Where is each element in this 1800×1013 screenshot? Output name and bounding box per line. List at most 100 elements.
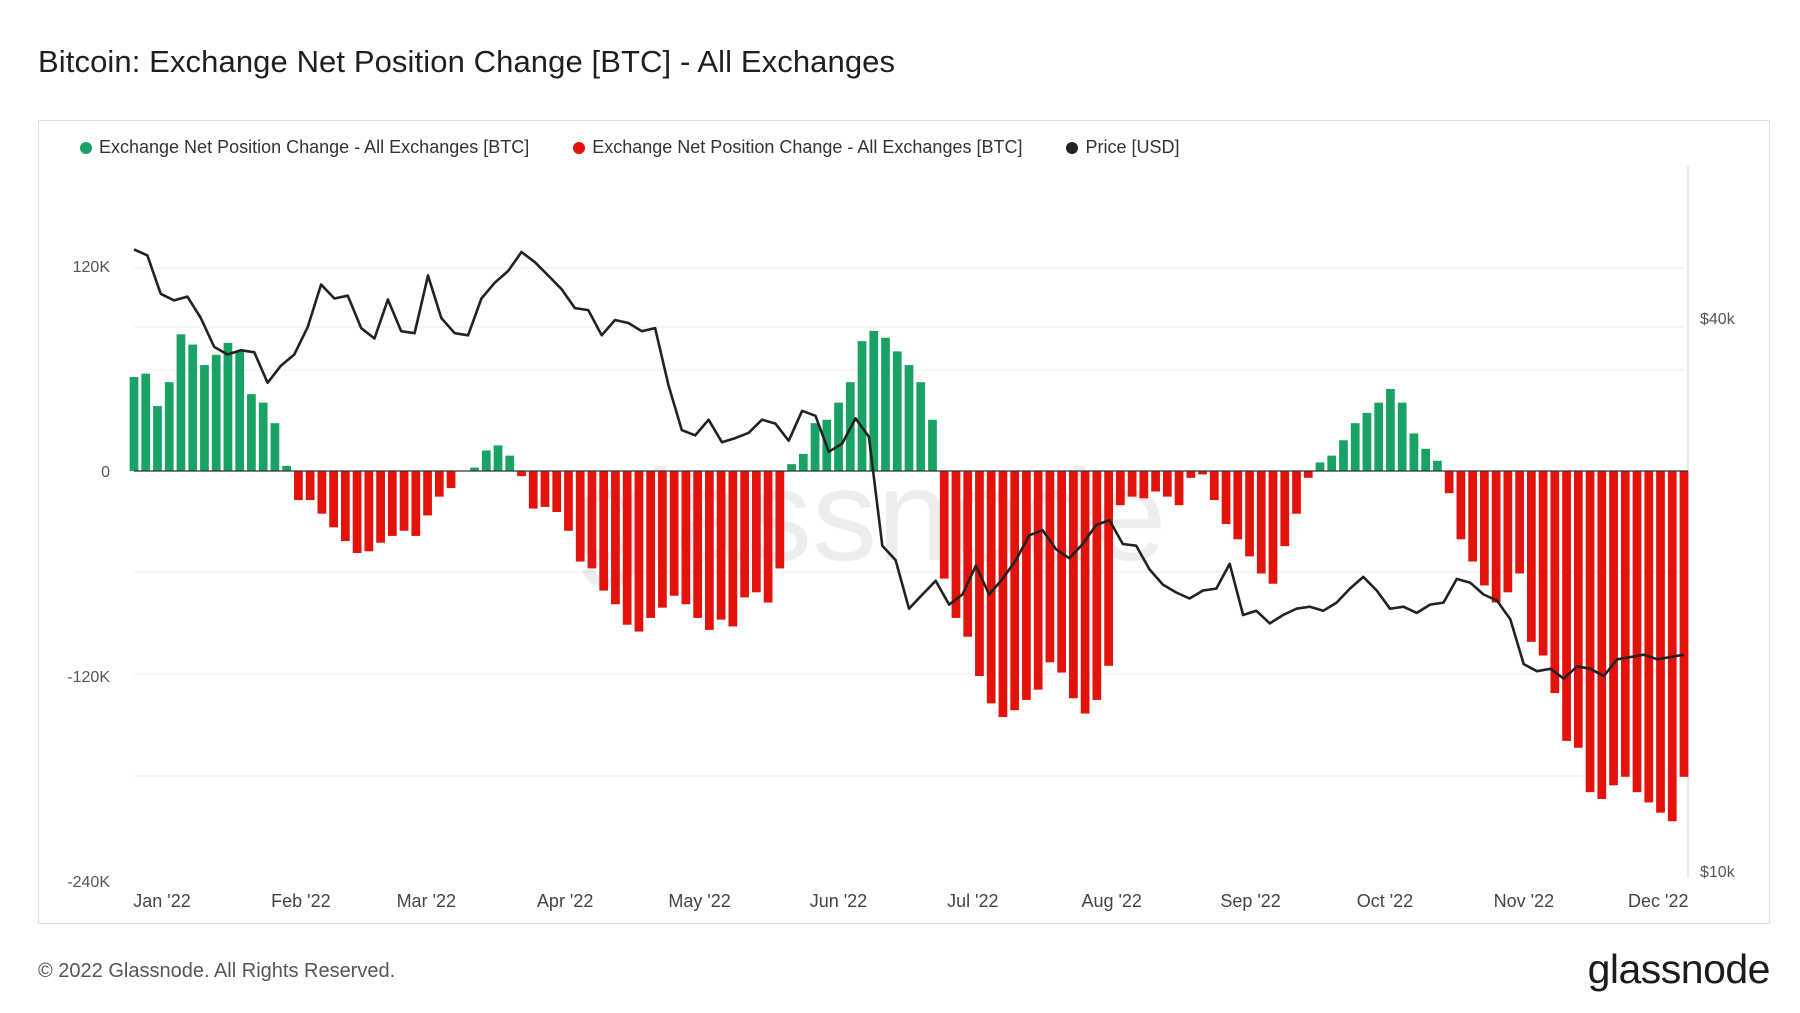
net-position-bar — [1362, 412, 1372, 471]
net-position-bar — [669, 471, 679, 596]
net-position-bar — [528, 471, 538, 509]
net-position-bar — [1092, 471, 1102, 700]
net-position-bar — [1245, 471, 1254, 557]
net-position-bar — [176, 334, 186, 471]
legend-label-outflow: Exchange Net Position Change - All Excha… — [592, 137, 1023, 157]
net-position-bar — [1433, 460, 1442, 471]
net-position-bar — [622, 471, 632, 625]
net-position-bar — [1515, 471, 1524, 574]
net-position-bar — [1303, 471, 1313, 478]
left-axis-tick-label: 0 — [101, 464, 110, 481]
net-position-bar — [658, 471, 667, 608]
net-position-bar — [434, 471, 444, 497]
net-position-bar — [1573, 471, 1583, 748]
net-position-bar — [1080, 471, 1090, 714]
x-axis-tick-label: Oct '22 — [1357, 891, 1413, 911]
net-position-bar — [1456, 471, 1466, 540]
net-position-bar — [376, 471, 385, 543]
left-axis-tick-label: -240K — [67, 874, 110, 891]
net-position-bar — [1162, 471, 1172, 497]
net-position-bar — [211, 354, 221, 471]
net-position-bar — [928, 419, 937, 471]
legend-item-inflow[interactable]: Exchange Net Position Change - All Excha… — [80, 137, 529, 158]
net-position-bar — [646, 471, 656, 618]
net-position-bar — [939, 471, 949, 579]
net-position-bar — [681, 471, 691, 605]
brand-logo: glassnode — [1587, 946, 1771, 992]
net-position-bar — [599, 471, 609, 591]
net-position-bar — [1151, 471, 1160, 492]
net-position-bar — [282, 465, 292, 472]
net-position-bar — [693, 471, 703, 618]
legend-label-inflow: Exchange Net Position Change - All Excha… — [99, 137, 530, 157]
left-axis-tick-label: 120K — [73, 259, 111, 276]
net-position-bar — [1256, 471, 1266, 574]
net-position-bar — [1444, 471, 1454, 494]
net-position-bar — [1010, 471, 1020, 711]
net-position-bar — [1033, 471, 1043, 690]
net-position-bar — [1174, 471, 1184, 506]
page-title: Bitcoin: Exchange Net Position Change [B… — [38, 44, 896, 79]
net-position-bar — [223, 342, 233, 472]
net-position-bar — [411, 471, 421, 536]
net-position-bar — [1656, 471, 1665, 813]
net-position-bar — [1045, 471, 1055, 663]
net-position-bar — [1139, 471, 1149, 499]
net-position-bar — [1115, 471, 1125, 506]
net-position-bar — [1280, 471, 1290, 547]
net-position-bar — [493, 445, 503, 472]
net-position-bar — [1597, 471, 1607, 799]
net-position-bar — [446, 471, 456, 489]
net-position-bar — [810, 423, 820, 471]
net-position-bar — [1526, 471, 1536, 642]
x-axis-tick-label: Jun '22 — [810, 891, 867, 911]
x-axis-tick-label: Sep '22 — [1220, 891, 1281, 911]
net-position-bar — [775, 471, 785, 569]
net-position-bar — [1127, 471, 1137, 497]
net-position-bar — [1104, 471, 1113, 666]
net-position-bar — [505, 455, 515, 472]
price-line — [133, 248, 1685, 680]
left-axis-tick-label: -120K — [67, 669, 110, 686]
net-position-bar — [517, 471, 526, 477]
x-axis-tick-label: Aug '22 — [1081, 891, 1142, 911]
net-position-bar — [399, 471, 409, 531]
net-position-bar — [247, 394, 256, 472]
net-position-bar — [141, 373, 151, 472]
net-position-bar — [305, 471, 315, 501]
net-position-bar — [1198, 471, 1207, 475]
net-position-bar — [916, 382, 926, 471]
x-axis-tick-label: Nov '22 — [1494, 891, 1554, 911]
legend-dot-red — [573, 141, 586, 154]
net-position-bar — [1057, 471, 1067, 673]
net-position-bar — [1268, 471, 1278, 584]
legend-item-price[interactable]: Price [USD] — [1066, 137, 1180, 158]
net-position-bar — [587, 471, 597, 569]
net-position-bar — [1374, 402, 1384, 471]
net-position-bar — [552, 471, 562, 512]
net-position-bar — [1292, 471, 1301, 514]
net-position-bar — [904, 365, 914, 471]
net-position-bar — [575, 471, 585, 562]
net-position-bar — [1667, 471, 1677, 822]
net-position-bar — [540, 471, 550, 507]
net-position-bar — [153, 406, 162, 471]
x-axis-tick-label: Feb '22 — [271, 891, 330, 911]
net-position-bar — [294, 471, 303, 501]
net-position-bar — [892, 351, 902, 471]
net-position-bar — [1538, 471, 1548, 656]
net-position-bar — [129, 377, 139, 471]
net-position-bar — [1550, 471, 1560, 694]
net-position-bar — [705, 471, 714, 630]
legend-item-outflow[interactable]: Exchange Net Position Change - All Excha… — [573, 137, 1022, 158]
x-axis-tick-label: Jul '22 — [947, 891, 998, 911]
net-position-bar — [1609, 471, 1618, 786]
net-position-bar — [470, 467, 479, 471]
net-position-bar — [857, 341, 867, 471]
net-position-bar — [634, 471, 644, 632]
net-position-bar — [1491, 471, 1501, 603]
net-position-bar — [258, 402, 268, 471]
net-position-bar — [1069, 471, 1078, 699]
net-position-bar — [869, 330, 879, 471]
